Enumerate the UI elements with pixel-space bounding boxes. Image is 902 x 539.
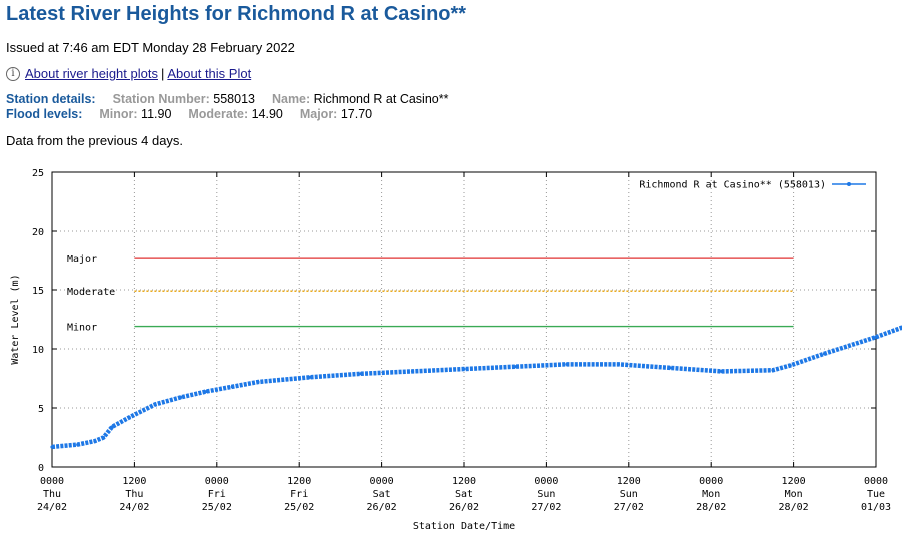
flood-label-major: Major xyxy=(67,254,97,265)
data-point xyxy=(668,366,672,370)
y-tick-label: 5 xyxy=(38,404,44,415)
x-tick-time: 0000 xyxy=(205,476,229,487)
x-tick-day: Fri xyxy=(290,489,308,500)
x-tick-day: Mon xyxy=(702,489,720,500)
x-tick-date: 24/02 xyxy=(119,502,149,513)
x-tick-date: 26/02 xyxy=(367,502,397,513)
x-tick-day: Thu xyxy=(43,489,61,500)
x-tick-time: 1200 xyxy=(617,476,641,487)
x-tick-date: 25/02 xyxy=(284,502,314,513)
flood-levels: Flood levels: Minor: 11.90 Moderate: 14.… xyxy=(6,107,372,121)
flood-label-moderate: Moderate xyxy=(67,287,115,298)
data-point xyxy=(76,442,80,447)
y-tick-label: 20 xyxy=(32,227,44,238)
station-number-label: Station Number: xyxy=(112,92,210,106)
data-point xyxy=(462,367,466,371)
data-point xyxy=(359,372,363,376)
x-tick-time: 0000 xyxy=(699,476,723,487)
x-tick-time: 0000 xyxy=(534,476,558,487)
data-point xyxy=(101,435,106,440)
x-tick-time: 0000 xyxy=(40,476,64,487)
x-tick-date: 27/02 xyxy=(531,502,561,513)
y-tick-label: 15 xyxy=(32,286,44,297)
data-point xyxy=(410,369,415,374)
flood-moderate-label: Moderate: xyxy=(188,107,249,121)
data-point xyxy=(874,335,878,339)
x-axis-label: Station Date/Time xyxy=(413,521,515,532)
issued-timestamp: Issued at 7:46 am EDT Monday 28 February… xyxy=(6,40,295,55)
x-tick-date: 24/02 xyxy=(37,502,67,513)
flood-label-minor: Minor xyxy=(67,323,97,334)
data-point xyxy=(565,362,569,366)
data-point xyxy=(771,368,775,372)
flood-minor-value: 11.90 xyxy=(141,107,172,121)
x-tick-time: 1200 xyxy=(452,476,476,487)
data-range-note: Data from the previous 4 days. xyxy=(6,133,184,148)
x-tick-date: 27/02 xyxy=(614,502,644,513)
flood-minor-label: Minor: xyxy=(99,107,138,121)
data-point xyxy=(788,363,792,368)
station-name-label: Name: xyxy=(271,92,311,106)
x-tick-time: 1200 xyxy=(287,476,311,487)
flood-moderate-value: 14.90 xyxy=(251,107,283,121)
x-tick-time: 1200 xyxy=(122,476,146,487)
data-point xyxy=(719,369,724,374)
about-this-plot-link[interactable]: About this Plot xyxy=(167,66,252,81)
data-point xyxy=(110,425,114,429)
page-title: Latest River Heights for Richmond R at C… xyxy=(6,3,467,25)
station-details: Station details: Station Number: 558013 … xyxy=(6,92,448,106)
y-tick-label: 10 xyxy=(32,345,44,356)
x-tick-day: Mon xyxy=(785,489,803,500)
x-tick-day: Tue xyxy=(867,489,885,500)
data-point xyxy=(50,445,54,449)
x-tick-time: 0000 xyxy=(864,476,888,487)
x-tick-date: 28/02 xyxy=(779,502,809,513)
y-tick-label: 0 xyxy=(38,463,44,474)
flood-major-label: Major: xyxy=(299,107,338,121)
x-tick-time: 0000 xyxy=(370,476,394,487)
series-line xyxy=(51,325,902,450)
flood-levels-header: Flood levels: xyxy=(6,107,83,121)
x-tick-date: 28/02 xyxy=(696,502,726,513)
station-details-header: Station details: xyxy=(6,92,96,106)
help-links: i About river height plots | About this … xyxy=(6,66,251,81)
data-point xyxy=(230,385,234,389)
y-tick-label: 25 xyxy=(32,168,44,179)
river-height-chart: 0 5 10 15 20 25 0000 Thu 24/02 1200 Thu 24/02 0000 Fr… xyxy=(10,168,902,532)
legend-marker xyxy=(847,182,851,186)
x-tick-date: 26/02 xyxy=(449,502,479,513)
info-icon: i xyxy=(6,66,20,81)
station-number-value: 558013 xyxy=(213,92,255,106)
x-tick-day: Fri xyxy=(208,489,226,500)
data-point xyxy=(179,395,183,399)
x-tick-date: 25/02 xyxy=(202,502,232,513)
data-point xyxy=(307,375,312,379)
x-tick-day: Sat xyxy=(455,489,473,500)
x-tick-day: Thu xyxy=(125,489,143,500)
link-separator: | xyxy=(160,66,165,81)
station-name-value: Richmond R at Casino** xyxy=(313,92,449,106)
about-river-height-plots-link[interactable]: About river height plots xyxy=(25,66,158,81)
data-point xyxy=(153,402,157,407)
data-point xyxy=(93,439,97,443)
x-tick-time: 1200 xyxy=(782,476,806,487)
x-tick-date: 01/03 xyxy=(861,502,891,513)
data-point xyxy=(256,380,260,384)
x-tick-day: Sun xyxy=(620,489,638,500)
data-point xyxy=(616,362,621,366)
data-point xyxy=(127,415,131,420)
data-point xyxy=(822,352,827,356)
y-axis-label: Water Level (m) xyxy=(10,274,21,364)
legend-entry: Richmond R at Casino** (558013) xyxy=(639,180,826,191)
data-point xyxy=(513,365,518,369)
x-tick-day: Sun xyxy=(537,489,555,500)
x-tick-day: Sat xyxy=(373,489,391,500)
data-point xyxy=(204,389,209,394)
flood-major-value: 17.70 xyxy=(340,107,373,121)
